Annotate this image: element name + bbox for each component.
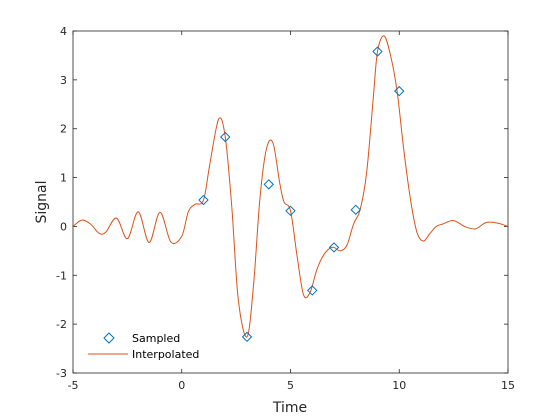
sampled-point — [220, 131, 231, 143]
legend-sampled-label: Sampled — [132, 332, 180, 345]
y-axis-label: Signal — [34, 180, 50, 223]
y-tick-label: 1 — [60, 172, 67, 185]
plot-area — [73, 31, 508, 373]
legend-sampled-marker-icon — [103, 332, 115, 344]
sampled-point — [372, 46, 383, 57]
x-tick-label: 10 — [392, 379, 406, 392]
axis-ticks: -5 0 5 10 15 -3 -2 -1 0 1 2 3 4 — [56, 25, 515, 392]
y-tick-label: -3 — [56, 367, 67, 380]
y-tick-label: -1 — [56, 269, 67, 282]
x-tick-label: 5 — [287, 379, 294, 392]
x-axis-label: Time — [272, 400, 307, 416]
sampled-point — [285, 205, 296, 217]
y-tick-label: -2 — [56, 318, 67, 331]
y-tick-label: 2 — [60, 123, 67, 136]
sampled-point — [350, 204, 361, 216]
plot-frame — [72, 30, 509, 374]
sampled-point — [328, 242, 340, 253]
y-tick-label: 3 — [60, 74, 67, 87]
sampled-point — [241, 331, 253, 343]
interpolated-series-line — [72, 35, 509, 338]
sampled-point — [307, 285, 318, 296]
y-tick-label: 4 — [60, 25, 67, 38]
series-layer — [72, 35, 509, 343]
sampled-point — [263, 179, 274, 190]
sampled-point — [198, 194, 209, 206]
legend-interpolated-label: Interpolated — [132, 348, 199, 361]
sampled-point — [394, 85, 405, 97]
x-tick-label: 0 — [178, 379, 185, 392]
x-tick-label: -5 — [68, 379, 79, 392]
legend: Sampled Interpolated — [88, 332, 199, 361]
x-tick-label: 15 — [501, 379, 515, 392]
y-tick-label: 0 — [60, 220, 67, 233]
